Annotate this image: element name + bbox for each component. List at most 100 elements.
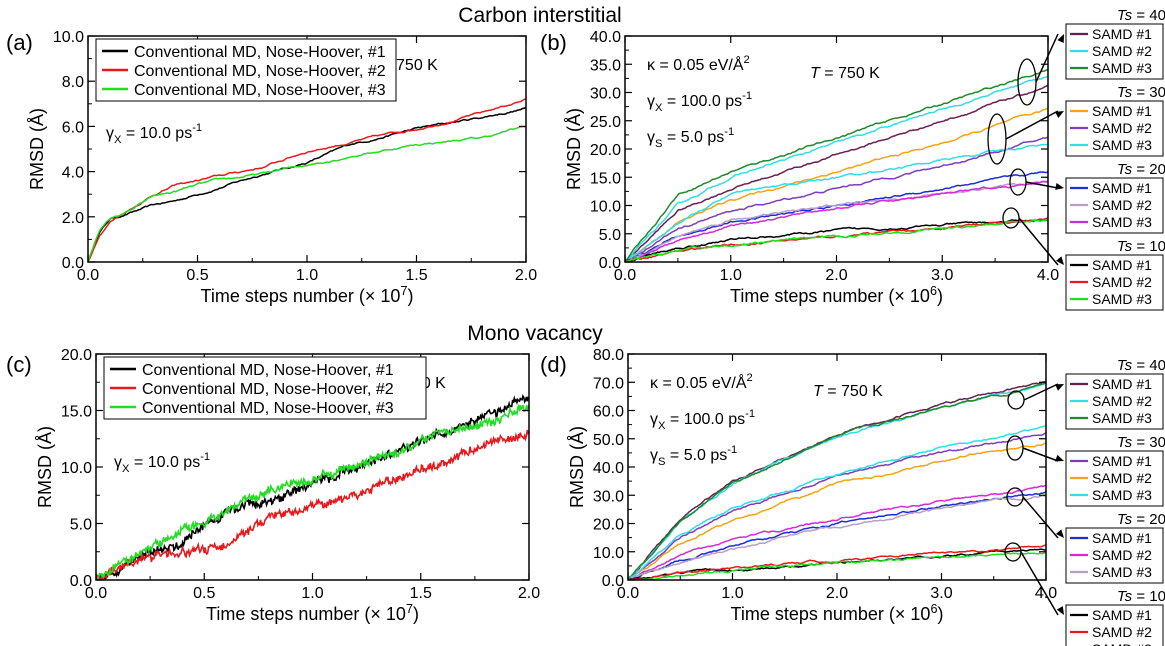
series-lines (88, 98, 526, 262)
callout-ellipse (1009, 168, 1027, 196)
series-line-9 (628, 494, 1046, 580)
series-line-3 (88, 125, 526, 262)
series-line-2 (625, 75, 1048, 262)
series-line-3 (625, 69, 1048, 262)
series-line-6 (628, 425, 1046, 580)
legend-entry: SAMD #3 (1092, 214, 1152, 230)
callout-arrowhead (1055, 384, 1064, 391)
legend-entry: SAMD #1 (1092, 607, 1152, 623)
legend-entry: Conventional MD, Nose-Hoover, #3 (134, 82, 386, 99)
y-tick-label: 4.0 (62, 165, 84, 182)
legend-entry: SAMD #1 (1092, 453, 1152, 469)
y-tick-label: 15.0 (61, 404, 92, 421)
annotation-temperature: T = 750 K (813, 383, 883, 400)
legend-entry: SAMD #3 (1092, 641, 1152, 646)
y-axis-label: RMSD (Å) (27, 108, 47, 190)
legend-entry: SAMD #3 (1092, 410, 1152, 426)
legend-entry: SAMD #3 (1092, 137, 1152, 153)
y-axis-label: RMSD (Å) (567, 426, 587, 508)
x-tick-label: 1.5 (410, 585, 432, 602)
annotation-gamma-x: γX = 100.0 ps-1 (650, 408, 755, 432)
y-tick-label: 0.0 (62, 255, 84, 272)
y-tick-label: 70.0 (593, 375, 624, 392)
group-label: Ts = 30000 K (1117, 84, 1165, 101)
panels: (a) 0.0 0.5 1.0 1.5 2.0 0.0 2.0 4.0 6.0 8.0 10.0 Tim… (6, 7, 1165, 646)
annotation-gamma-x: γX = 10.0 ps-1 (114, 451, 210, 475)
callout-arrow (1018, 217, 1059, 266)
y-tick-label: 80.0 (593, 347, 624, 364)
x-tick-label: 2.0 (826, 585, 848, 602)
series-lines (625, 69, 1048, 262)
annotation-gamma-x: γX = 100.0 ps-1 (647, 90, 752, 114)
y-tick-label: 20.0 (61, 347, 92, 364)
x-axis-label: Time steps number (× 106) (730, 284, 943, 306)
callout-arrowhead (1055, 111, 1064, 119)
series-line-12 (625, 218, 1048, 262)
legend-entry: SAMD #2 (1092, 274, 1152, 290)
x-axis-label: Time steps number (× 106) (731, 602, 944, 624)
panel-label: (a) (6, 30, 33, 55)
y-tick-label: 5.0 (599, 227, 621, 244)
y-tick-label: 0.0 (599, 255, 621, 272)
y-tick-label: 0.0 (602, 573, 624, 590)
series-lines (96, 394, 529, 580)
y-tick-label: 0.0 (70, 573, 92, 590)
group-label: Ts = 10000 K (1117, 238, 1165, 255)
legend-entry: SAMD #1 (1092, 376, 1152, 392)
legend-entry: SAMD #1 (1092, 257, 1152, 273)
panel-label: (c) (6, 352, 32, 377)
x-tick-label: 0.5 (193, 585, 215, 602)
chart-panel-a: (a) 0.0 0.5 1.0 1.5 2.0 0.0 2.0 4.0 6.0 8.0 10.0 Tim… (6, 29, 537, 306)
legend-box (95, 38, 397, 102)
x-tick-label: 2.0 (825, 267, 847, 284)
annotation-gamma-s: γS = 5.0 ps-1 (650, 444, 737, 468)
callout-arrow (1022, 496, 1059, 539)
legend-entry: SAMD #1 (1092, 26, 1152, 42)
callout-arrowhead (1056, 606, 1064, 615)
legend-entry: SAMD #2 (1092, 120, 1152, 136)
series-line-7 (628, 491, 1046, 580)
y-tick-label: 60.0 (593, 404, 624, 421)
series-line-3 (628, 382, 1046, 580)
series-line-6 (625, 143, 1048, 262)
callout-ellipse (987, 113, 1007, 165)
annotation-kappa: κ = 0.05 eV/Å2 (647, 54, 750, 74)
annotation-kappa: κ = 0.05 eV/Å2 (650, 372, 753, 392)
legend-entry: SAMD #3 (1092, 291, 1152, 307)
x-tick-label: 1.0 (721, 585, 743, 602)
x-tick-label: 0.0 (617, 585, 639, 602)
legend-entry: Conventional MD, Nose-Hoover, #1 (142, 362, 394, 379)
group-label: Ts = 10000 K (1117, 588, 1165, 605)
legend-entry: SAMD #2 (1092, 624, 1152, 640)
y-axis-label: RMSD (Å) (564, 108, 584, 190)
callout-arrowhead (1057, 34, 1064, 43)
y-tick-label: 30.0 (593, 488, 624, 505)
annotation-gamma-x: γX = 10.0 ps-1 (106, 122, 202, 146)
chart-panel-d: (d)0.01.02.03.04.00.010.020.030.040.050.… (540, 347, 1165, 646)
y-tick-label: 5.0 (70, 517, 92, 534)
group-label: Ts = 20000 K (1117, 161, 1165, 178)
callout-arrow (1005, 110, 1059, 140)
y-tick-label: 10.0 (61, 460, 92, 477)
group-label: Ts = 20000 K (1117, 511, 1165, 528)
callout-arrowhead (1055, 183, 1064, 190)
panel-label: (d) (540, 352, 567, 377)
legend-box (103, 356, 427, 420)
y-tick-label: 50.0 (593, 432, 624, 449)
group-label: Ts = 30000 K (1117, 434, 1165, 451)
y-tick-label: 25.0 (590, 114, 621, 131)
series-line-2 (88, 98, 526, 262)
y-tick-label: 30.0 (590, 86, 621, 103)
callout-arrow (1035, 33, 1059, 83)
legend-entry: SAMD #1 (1092, 103, 1152, 119)
callout-arrow (1022, 447, 1059, 462)
y-tick-label: 10.0 (590, 199, 621, 216)
section-title-top: Carbon interstitial (458, 4, 621, 27)
y-tick-label: 8.0 (62, 74, 84, 91)
group-label: Ts = 40000 K (1117, 357, 1165, 374)
x-tick-label: 0.0 (85, 585, 107, 602)
x-axis-label: Time steps number (× 107) (201, 284, 414, 306)
x-tick-label: 4.0 (1037, 267, 1059, 284)
legend-entry: SAMD #2 (1092, 393, 1152, 409)
